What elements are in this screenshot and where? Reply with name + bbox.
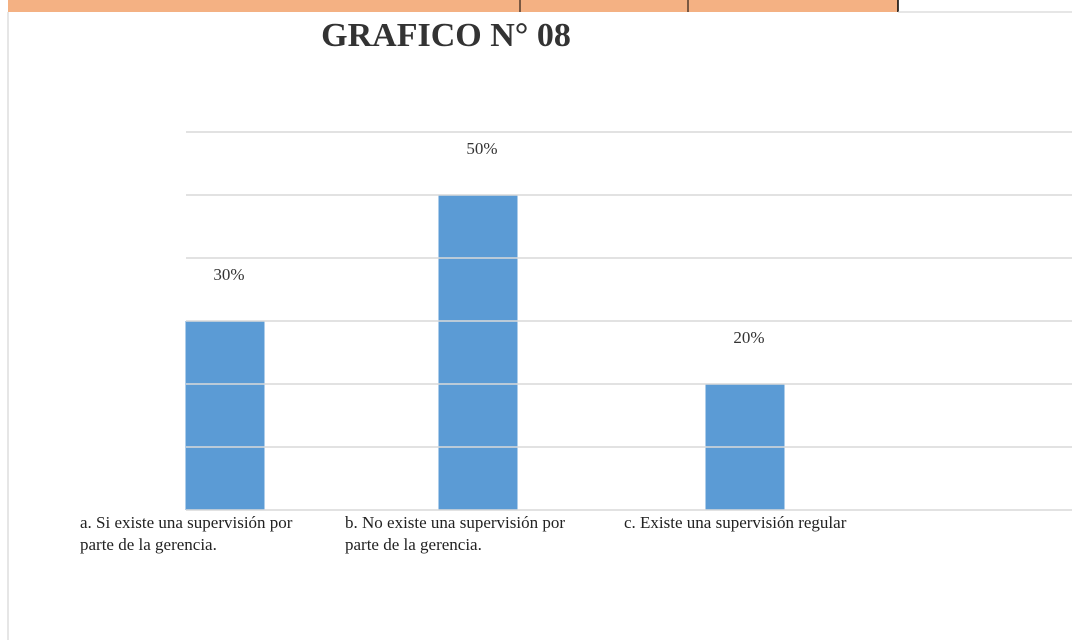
bar	[185, 321, 265, 510]
x-tick-label: c. Existe una supervisión regular	[624, 513, 847, 532]
bar	[438, 195, 518, 510]
data-label: 50%	[466, 139, 497, 158]
data-label: 20%	[733, 328, 764, 347]
chart-title: GRAFICO N° 08	[321, 17, 571, 54]
x-tick-label: b. No existe una supervisión por parte d…	[345, 513, 566, 554]
data-label: 30%	[213, 265, 244, 284]
x-tick-label: a. Si existe una supervisión por parte d…	[80, 513, 293, 554]
table-band	[8, 0, 898, 12]
